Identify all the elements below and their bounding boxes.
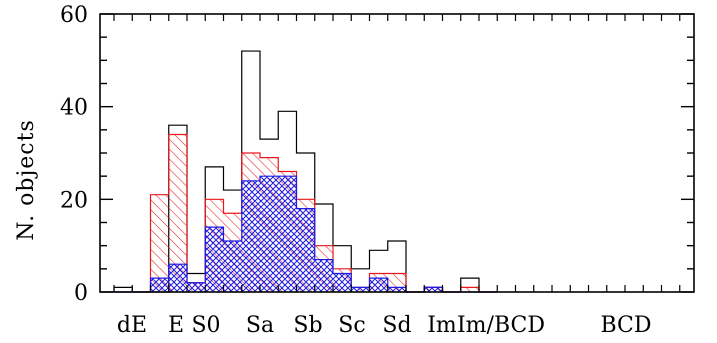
axes-layer: 0 20 40 60 dE E S0 Sa Sb Sc Sd Im Im/BCD BCD <box>60 3 695 338</box>
blue-crosshatched-series-bar <box>333 273 352 292</box>
blue-crosshatched-series-bar <box>187 282 206 292</box>
blue-crosshatched-series-bar <box>296 208 315 292</box>
y-tick-label: 20 <box>60 188 88 213</box>
x-tick-label: Im <box>427 313 457 338</box>
x-tick-label: BCD <box>600 313 651 338</box>
x-tick-label: Sd <box>382 313 411 338</box>
y-tick-label: 0 <box>74 281 88 306</box>
x-tick-label: Sa <box>246 313 274 338</box>
x-tick-label: Sb <box>293 313 322 338</box>
x-tick-label: dE <box>117 313 147 338</box>
blue-crosshatched-series-bar <box>223 241 242 292</box>
x-tick-label: E <box>168 313 184 338</box>
y-tick-label: 40 <box>60 96 88 121</box>
y-tick-label: 60 <box>60 3 88 28</box>
blue-crosshatched-series-bar <box>241 180 260 292</box>
x-tick-label: Im/BCD <box>457 313 545 338</box>
blue-crosshatched-series-bar <box>278 176 297 292</box>
x-tick-label: S0 <box>191 313 220 338</box>
blue-crosshatched-series-bar <box>260 176 279 292</box>
blue-crosshatched-series-bar <box>351 287 370 292</box>
blue-crosshatched-series-bar <box>424 287 443 292</box>
x-tick-label: Sc <box>338 313 365 338</box>
y-axis-title: N. objects <box>14 119 39 240</box>
blue-crosshatched-series-bar <box>168 264 187 292</box>
blue-crosshatched-series-bar <box>369 278 388 292</box>
blue-crosshatched-series <box>114 175 498 293</box>
blue-crosshatched-series-bar <box>387 287 406 292</box>
red-hatched-series-bar <box>150 194 169 292</box>
blue-crosshatched-series-bar <box>314 259 333 292</box>
blue-crosshatched-series-bar <box>150 278 169 292</box>
red-hatched-series-bar <box>460 287 479 292</box>
series-layer <box>113 50 498 293</box>
plot-frame <box>99 13 695 293</box>
blue-crosshatched-series-bar <box>205 227 224 292</box>
red-hatched-series-bar <box>168 134 187 292</box>
